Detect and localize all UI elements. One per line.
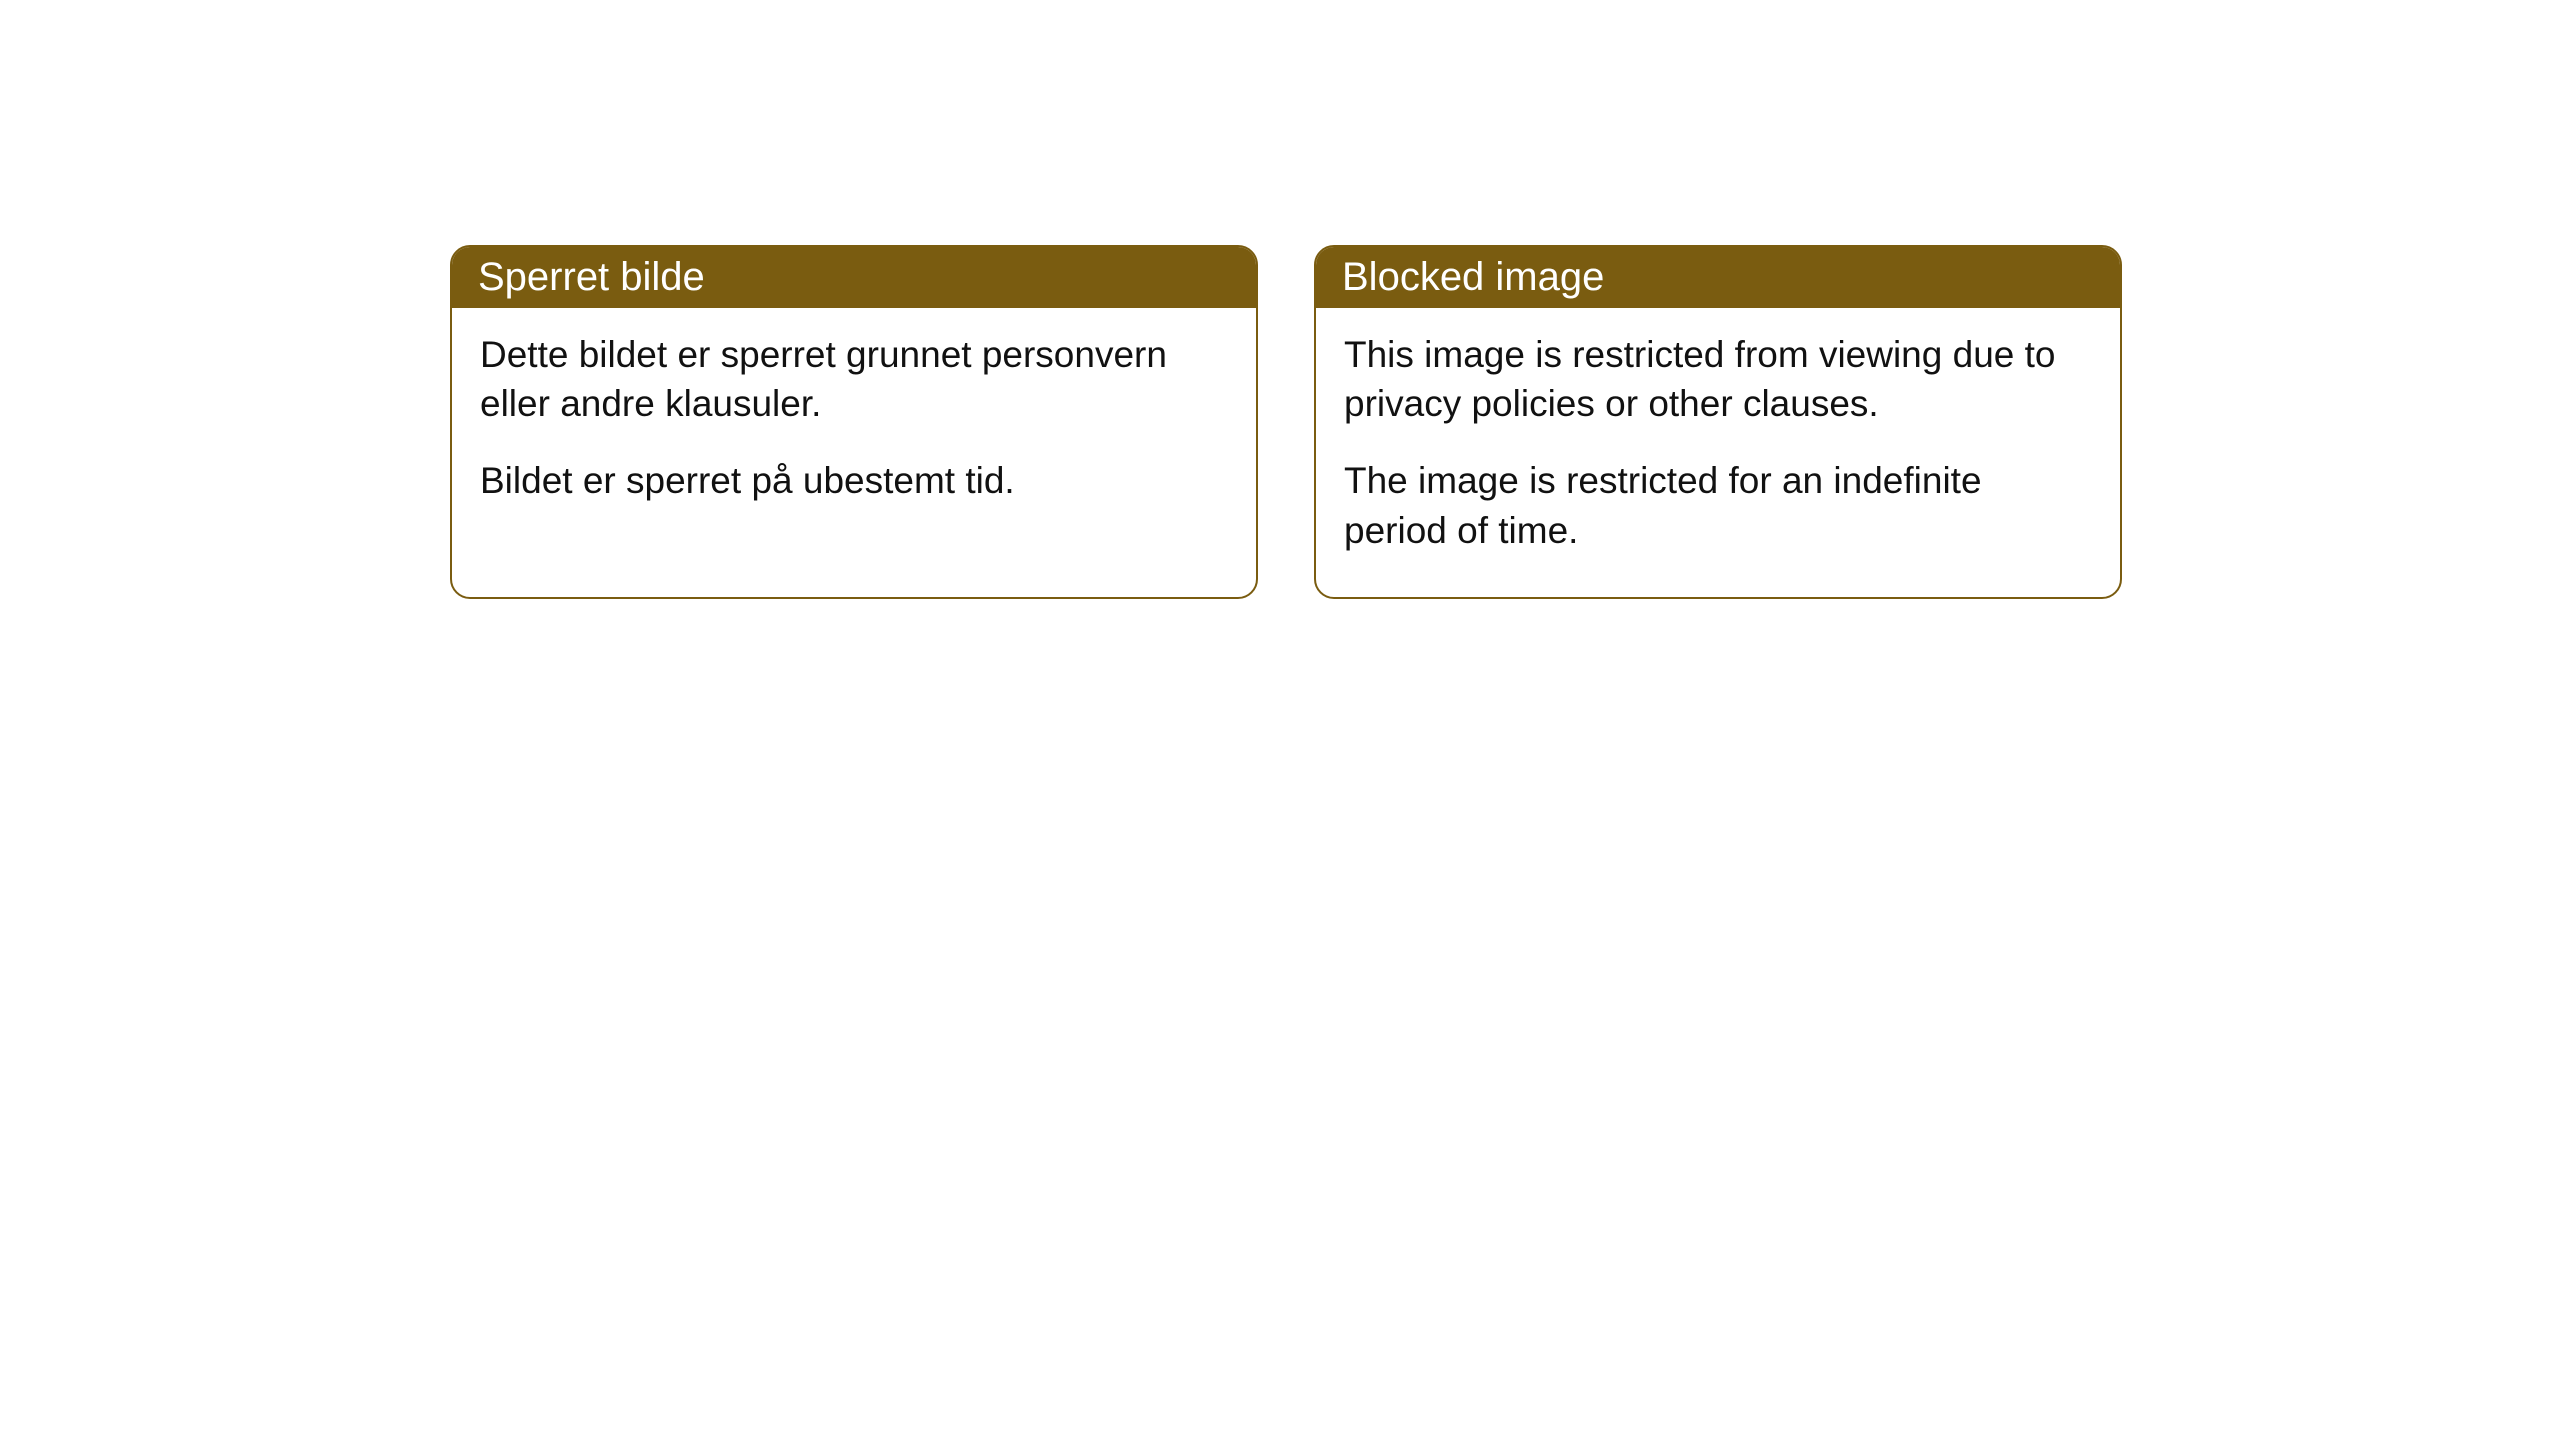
blocked-image-card-norwegian: Sperret bilde Dette bildet er sperret gr… [450, 245, 1258, 599]
card-title-norwegian: Sperret bilde [478, 255, 705, 299]
card-title-english: Blocked image [1342, 255, 1604, 299]
card-body-english: This image is restricted from viewing du… [1316, 308, 2120, 597]
blocked-image-card-english: Blocked image This image is restricted f… [1314, 245, 2122, 599]
card-para2-english: The image is restricted for an indefinit… [1344, 456, 2092, 554]
card-para2-norwegian: Bildet er sperret på ubestemt tid. [480, 456, 1228, 505]
card-para1-english: This image is restricted from viewing du… [1344, 330, 2092, 428]
card-header-norwegian: Sperret bilde [452, 247, 1256, 308]
card-body-norwegian: Dette bildet er sperret grunnet personve… [452, 308, 1256, 548]
card-header-english: Blocked image [1316, 247, 2120, 308]
notice-cards-container: Sperret bilde Dette bildet er sperret gr… [450, 245, 2122, 599]
card-para1-norwegian: Dette bildet er sperret grunnet personve… [480, 330, 1228, 428]
